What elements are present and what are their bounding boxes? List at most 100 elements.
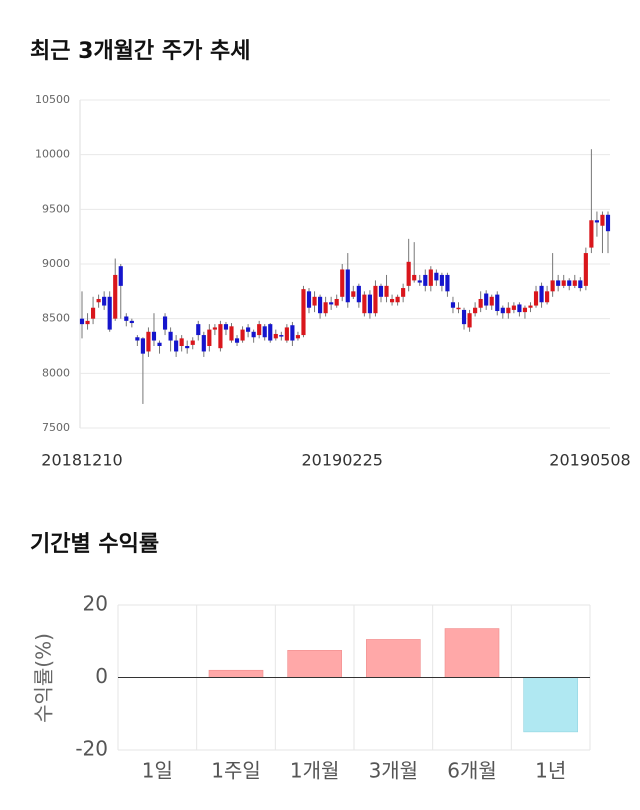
candle-body (367, 294, 372, 314)
candle-body (96, 298, 101, 303)
candle-body (185, 346, 190, 349)
candle-body (550, 280, 555, 292)
candle-body (401, 288, 406, 297)
bar (287, 650, 342, 678)
bar (444, 628, 500, 678)
bar (208, 669, 264, 678)
candle-body (240, 329, 245, 341)
candle-body (301, 289, 306, 336)
candle-body (500, 307, 505, 314)
candle-body (168, 331, 173, 341)
candle-body (279, 335, 284, 337)
candle-body (140, 338, 145, 354)
candle-body (561, 280, 566, 286)
candle-body (212, 327, 217, 330)
candle-body (583, 253, 588, 286)
candle-body (257, 324, 262, 336)
candle-body (439, 274, 444, 286)
candle-body (290, 325, 295, 341)
bar (366, 639, 421, 678)
candle-body (533, 291, 539, 306)
candle-body (473, 307, 478, 314)
candle-body (107, 296, 112, 330)
candle-body (273, 333, 278, 339)
candle-body (389, 298, 395, 303)
candle-body (201, 335, 206, 352)
candle-body (495, 294, 500, 312)
candle-body (102, 296, 107, 306)
candle-body (545, 291, 550, 303)
x-tick-label: 20190225 (302, 451, 383, 470)
candle-body (467, 313, 472, 328)
y-tick-label: 9000 (42, 257, 70, 270)
candle-body (428, 269, 433, 286)
y-tick-label: 7500 (42, 421, 70, 434)
candle-body (417, 280, 422, 283)
candle-body (174, 340, 179, 352)
y-tick-label: 9500 (42, 202, 70, 215)
candle-body (528, 305, 533, 308)
candle-body (90, 307, 96, 319)
x-tick-label: 20181210 (41, 451, 122, 470)
candle-body (539, 285, 544, 303)
candle-body (295, 335, 301, 339)
candle-body (312, 296, 317, 306)
candle-body (251, 331, 256, 338)
candle-body (351, 291, 356, 297)
candle-body (478, 298, 483, 308)
candle-body (146, 331, 151, 352)
candle-body (450, 302, 456, 308)
chart-title: 최근 3개월간 주가 추세 (30, 39, 250, 64)
candle-body (306, 291, 312, 308)
candle-body (157, 342, 162, 346)
candle-body (262, 326, 267, 338)
candle-body (461, 309, 467, 325)
candle-body (284, 327, 289, 341)
x-tick-label: 1일 (142, 759, 173, 783)
y-tick-label: 0 (95, 664, 108, 688)
bar (523, 677, 578, 733)
candle-body (362, 294, 367, 314)
candle-body (223, 324, 229, 330)
y-axis-label: 수익률(%) (32, 633, 56, 723)
candle-body (605, 214, 611, 232)
candle-body (329, 302, 334, 305)
candle-body (589, 220, 594, 248)
candle-body (190, 340, 195, 345)
candle-body (334, 298, 339, 306)
candle-body (578, 280, 583, 289)
candle-body (522, 307, 528, 313)
candle-body (506, 307, 511, 314)
candle-body (113, 274, 118, 319)
candle-body (406, 261, 411, 286)
candle-body (434, 272, 439, 281)
candle-body (268, 324, 273, 341)
candle-body (373, 285, 378, 314)
candle-body (234, 338, 240, 343)
x-tick-label: 3개월 (369, 759, 419, 783)
candle-body (378, 285, 384, 297)
candle-body (340, 269, 345, 297)
candle-body (162, 316, 168, 330)
candle-body (556, 280, 561, 286)
y-tick-label: -20 (75, 737, 108, 761)
y-tick-label: 20 (83, 592, 108, 616)
chart-title: 기간별 수익률 (30, 532, 159, 557)
candle-body (207, 329, 212, 346)
candle-body (395, 296, 400, 303)
candle-body (384, 285, 389, 297)
candle-body (567, 280, 572, 286)
candle-body (151, 331, 157, 341)
candle-body (218, 324, 223, 349)
candle-body (229, 326, 234, 341)
candle-body (323, 302, 328, 314)
candle-body (356, 285, 361, 303)
candle-body (517, 304, 522, 313)
candle-body (456, 307, 461, 310)
candle-body (423, 274, 428, 286)
candle-body (594, 220, 600, 223)
candle-body (124, 316, 129, 321)
y-tick-label: 10000 (35, 148, 70, 161)
y-tick-label: 10500 (35, 93, 70, 106)
